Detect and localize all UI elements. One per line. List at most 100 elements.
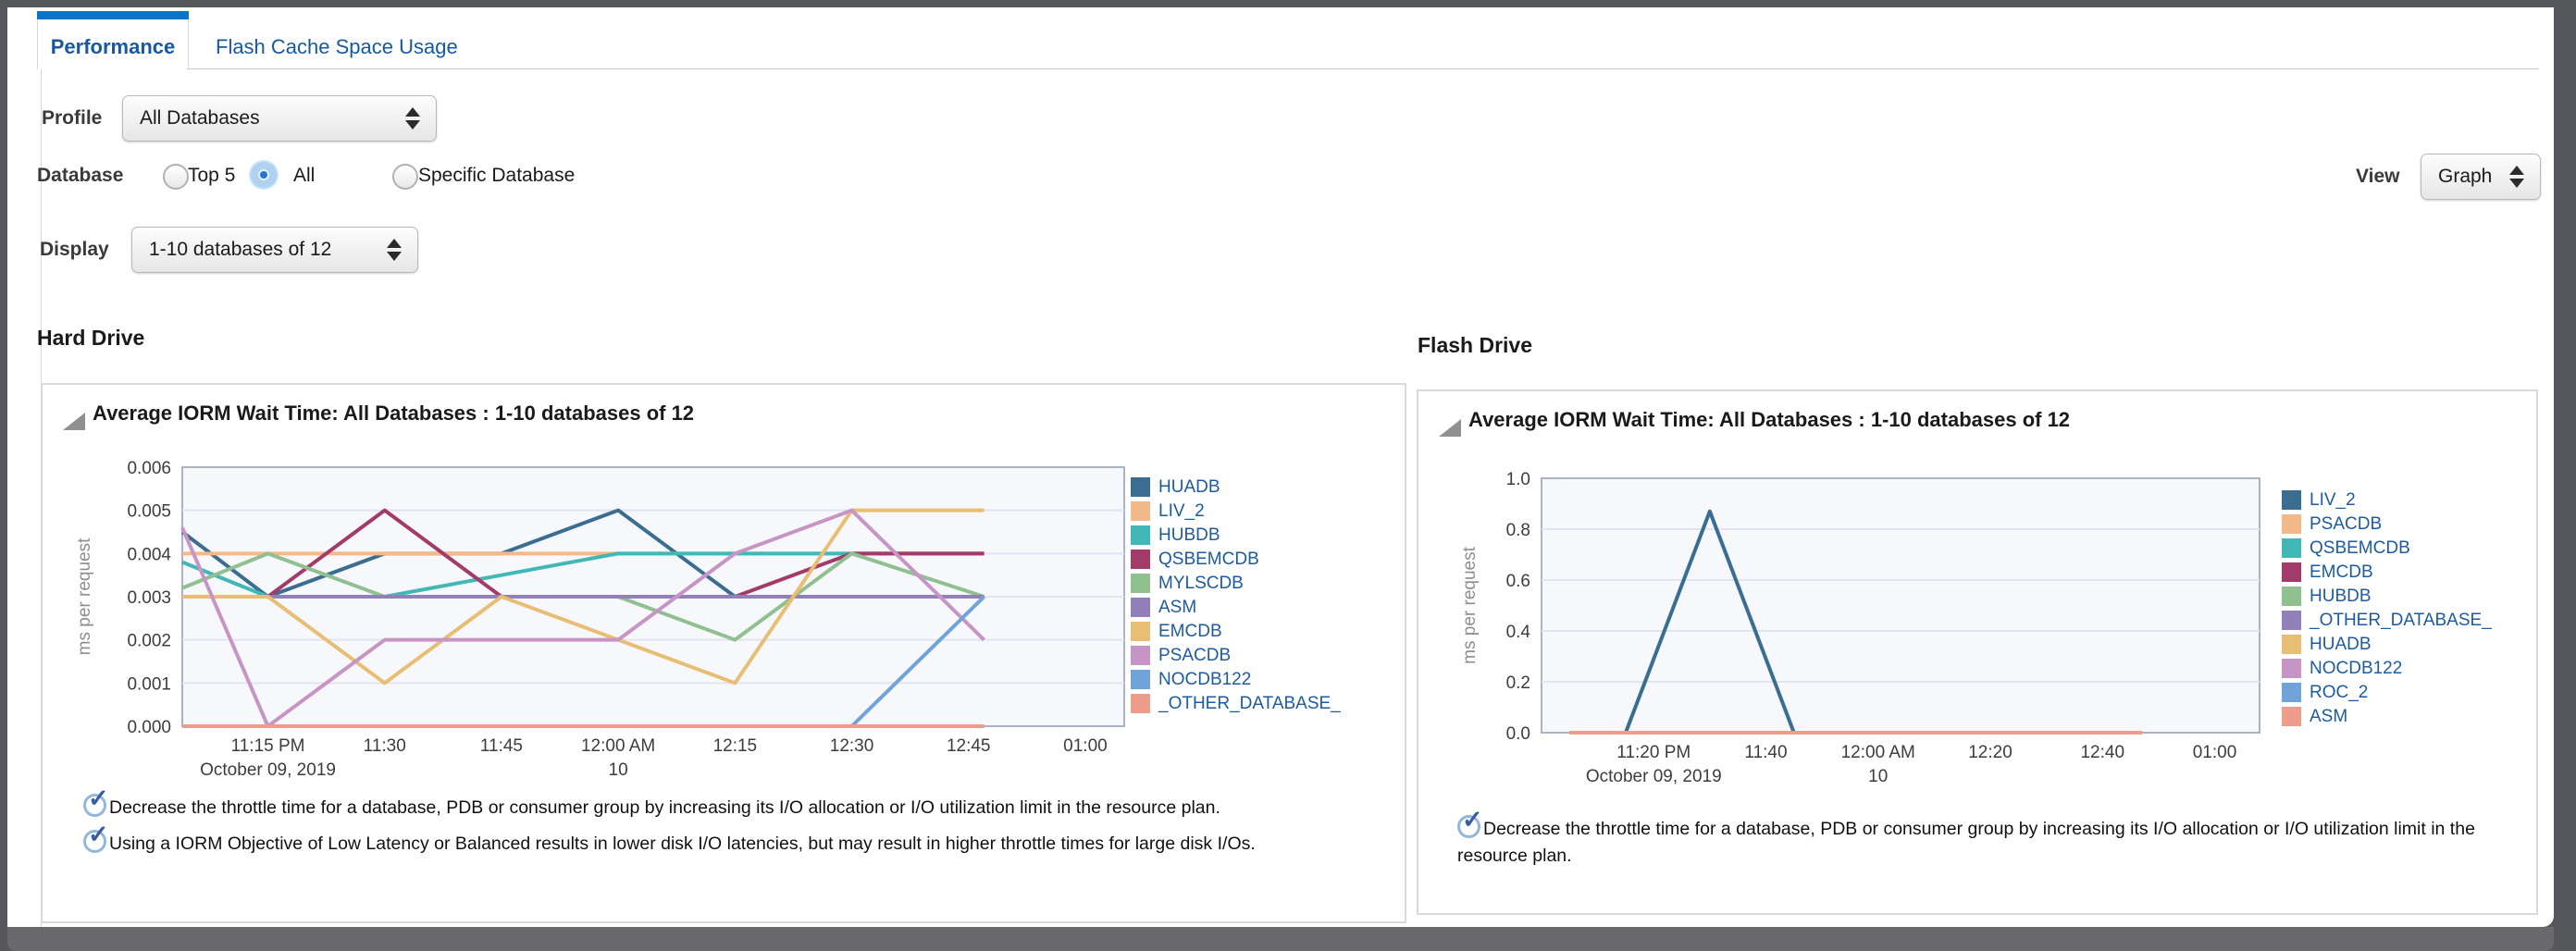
x-tick-label: 11:15 PM	[231, 736, 305, 756]
hard-drive-header: Hard Drive	[37, 326, 145, 350]
x-axis-date-label: October 09, 2019	[1586, 767, 1722, 786]
legend-label: NOCDB122	[2310, 658, 2403, 678]
flash-chart-legend: LIV_2 PSACDB QSBEMCDB EMCDB HUBDB _OTHER_DATA…	[2282, 490, 2492, 731]
y-tick-label: 0.2	[1506, 673, 1530, 693]
radio-specific-database[interactable]	[392, 164, 418, 190]
legend-swatch	[1131, 477, 1150, 497]
series-line-LIV_2	[1624, 509, 1796, 734]
legend-label: LIV_2	[1158, 500, 1205, 521]
y-tick-label: 0.4	[1506, 623, 1531, 642]
legend-item-NOCDB122[interactable]: NOCDB122	[1131, 670, 1341, 689]
legend-item-HUBDB[interactable]: HUBDB	[1131, 525, 1341, 545]
legend-label: LIV_2	[2310, 489, 2356, 510]
hard-chart-notes: Decrease the throttle time for a databas…	[83, 785, 1390, 866]
legend-item-EMCDB[interactable]: EMCDB	[2282, 562, 2492, 582]
legend-swatch	[2282, 538, 2301, 558]
legend-label: MYLSCDB	[1158, 573, 1244, 593]
legend-item-NOCDB122[interactable]: NOCDB122	[2282, 659, 2492, 678]
legend-label: HUADB	[2310, 634, 2372, 654]
x-tick-label: 11:45	[480, 736, 523, 756]
legend-item-LIV_2[interactable]: LIV_2	[1131, 501, 1341, 521]
x-tick-label: 01:00	[2193, 743, 2237, 762]
legend-swatch	[1131, 598, 1150, 617]
flash-drive-header: Flash Drive	[1418, 333, 1532, 357]
check-icon	[83, 821, 109, 853]
legend-swatch	[2282, 611, 2301, 630]
y-tick-label: 0.003	[127, 588, 171, 608]
profile-select[interactable]: All Databases	[122, 95, 437, 142]
tabbar-divider	[187, 68, 2539, 69]
tab-performance[interactable]: Performance	[37, 11, 189, 69]
radio-all[interactable]	[251, 162, 277, 188]
x-tick-label: 12:30	[830, 736, 874, 756]
legend-swatch	[1131, 550, 1150, 569]
flash-drive-chart: 0.0 0.2 0.4 0.6 0.8 1.0 11:20 PM October 09, 20…	[1418, 391, 2536, 913]
window-bottom-frame	[7, 927, 2554, 951]
view-select[interactable]: Graph	[2421, 154, 2541, 200]
y-tick-label: 0.004	[127, 545, 171, 564]
x-tick-label: 12:00 AM	[1841, 743, 1915, 762]
chart-svg: 0.0 0.2 0.4 0.6 0.8 1.0 11:20 PM October 09, 20…	[1460, 470, 2260, 786]
legend-swatch	[2282, 659, 2301, 678]
x-tick-label: 12:20	[1968, 743, 2012, 762]
legend-swatch	[1131, 622, 1150, 641]
legend-item-ASM[interactable]: ASM	[2282, 707, 2492, 726]
select-spinner-icon	[397, 107, 436, 130]
chart-svg: 0.000 0.001 0.002 0.003 0.004 0.005 0.006 11:15…	[75, 459, 1125, 780]
legend-item-MYLSCDB[interactable]: MYLSCDB	[1131, 574, 1341, 593]
legend-item-PSACDB[interactable]: PSACDB	[2282, 514, 2492, 534]
legend-label: EMCDB	[1158, 621, 1222, 641]
tab-flash-cache-space-usage[interactable]: Flash Cache Space Usage	[188, 19, 530, 69]
y-axis-title: ms per request	[75, 537, 94, 655]
flash-chart-notes: Decrease the throttle time for a databas…	[1457, 807, 2549, 878]
x-tick-label: 11:40	[1744, 743, 1787, 762]
check-icon	[83, 785, 109, 817]
legend-swatch	[2282, 514, 2301, 534]
x-tick-label: 11:30	[364, 736, 406, 756]
legend-item-ASM[interactable]: ASM	[1131, 598, 1341, 617]
legend-swatch	[1131, 525, 1150, 545]
radio-all-label: All	[293, 165, 316, 186]
legend-swatch	[1131, 694, 1150, 713]
legend-label: ROC_2	[2310, 682, 2369, 702]
legend-label: HUBDB	[2310, 586, 2372, 606]
legend-swatch	[2282, 587, 2301, 606]
radio-top5[interactable]	[163, 164, 189, 190]
hard-drive-chart: 0.000 0.001 0.002 0.003 0.004 0.005 0.006 11:15…	[43, 385, 1405, 921]
y-axis-title: ms per request	[1460, 546, 1480, 663]
legend-label: _OTHER_DATABASE_	[1158, 693, 1341, 713]
check-icon	[1457, 807, 1483, 838]
legend-item-_OTHER_DATABASE_[interactable]: _OTHER_DATABASE_	[1131, 694, 1341, 713]
flash-drive-panel: Average IORM Wait Time: All Databases : …	[1417, 389, 2538, 915]
legend-item-HUBDB[interactable]: HUBDB	[2282, 587, 2492, 606]
legend-item-ROC_2[interactable]: ROC_2	[2282, 683, 2492, 702]
legend-item-EMCDB[interactable]: EMCDB	[1131, 622, 1341, 641]
select-spinner-icon	[378, 239, 417, 261]
legend-item-HUADB[interactable]: HUADB	[2282, 635, 2492, 654]
radio-specific-database-label: Specific Database	[418, 165, 576, 186]
y-tick-label: 0.0	[1506, 724, 1530, 744]
collapse-triangle-icon[interactable]	[63, 413, 85, 430]
active-tab-indicator	[37, 11, 189, 19]
y-tick-label: 0.6	[1506, 572, 1530, 591]
x-tick-label: 12:45	[947, 736, 991, 756]
legend-item-QSBEMCDB[interactable]: QSBEMCDB	[1131, 550, 1341, 569]
legend-item-LIV_2[interactable]: LIV_2	[2282, 490, 2492, 510]
hard-chart-legend: HUADB LIV_2 HUBDB QSBEMCDB MYLSCDB ASM EMCDB PS…	[1131, 477, 1341, 718]
flash-chart-title: Average IORM Wait Time: All Databases : …	[1468, 408, 2071, 431]
view-label: View	[2356, 166, 2400, 187]
x-tick-label: 12:15	[713, 736, 758, 756]
display-select[interactable]: 1-10 databases of 12	[131, 227, 418, 273]
legend-item-_OTHER_DATABASE_[interactable]: _OTHER_DATABASE_	[2282, 611, 2492, 630]
legend-label: ASM	[1158, 597, 1197, 617]
y-tick-label: 0.006	[127, 459, 171, 478]
legend-swatch	[1131, 574, 1150, 593]
legend-item-PSACDB[interactable]: PSACDB	[1131, 646, 1341, 665]
legend-swatch	[2282, 707, 2301, 726]
legend-item-QSBEMCDB[interactable]: QSBEMCDB	[2282, 538, 2492, 558]
collapse-triangle-icon[interactable]	[1439, 419, 1461, 437]
legend-item-HUADB[interactable]: HUADB	[1131, 477, 1341, 497]
legend-label: NOCDB122	[1158, 669, 1252, 689]
profile-label: Profile	[42, 107, 103, 129]
